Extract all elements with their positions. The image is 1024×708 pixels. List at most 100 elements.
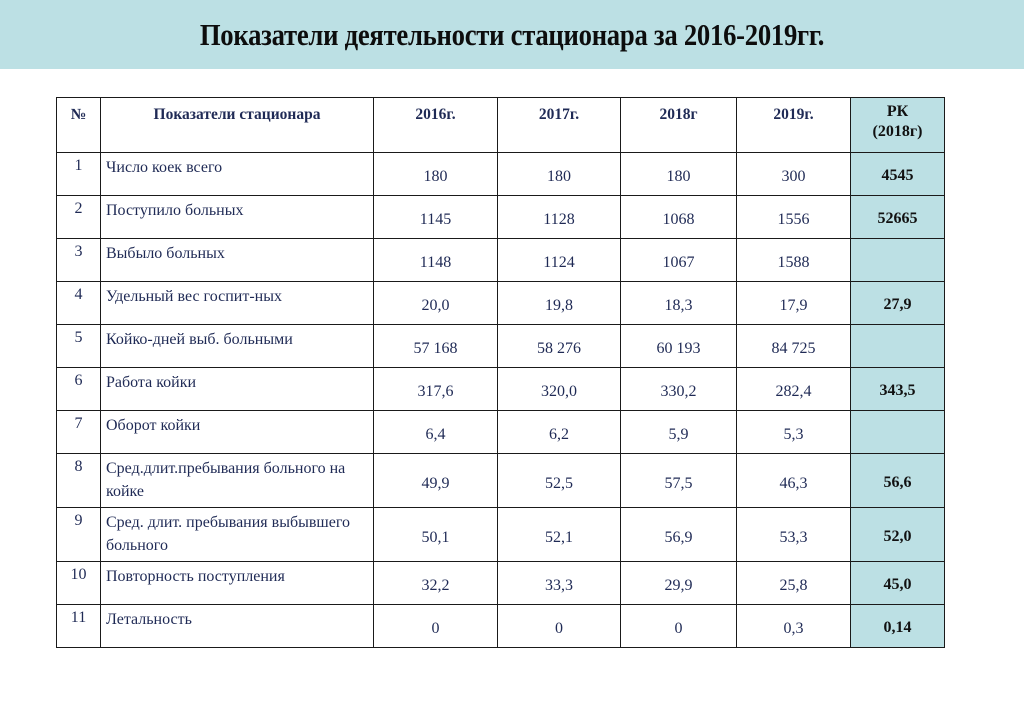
value-2019: 17,9	[736, 281, 851, 325]
header-2019: 2019г.	[736, 97, 851, 153]
value-2017: 6,2	[497, 410, 621, 454]
row-number: 1	[56, 152, 101, 196]
value-2017: 320,0	[497, 367, 621, 411]
indicator-name: Летальность	[100, 604, 374, 648]
value-2018: 29,9	[620, 561, 737, 605]
row-number: 9	[56, 507, 101, 562]
row-number: 4	[56, 281, 101, 325]
value-2016: 57 168	[373, 324, 498, 368]
value-2017: 180	[497, 152, 621, 196]
value-2018: 18,3	[620, 281, 737, 325]
value-2016: 1148	[373, 238, 498, 282]
row-number: 3	[56, 238, 101, 282]
value-2017: 52,1	[497, 507, 621, 562]
value-rk-2018	[850, 238, 945, 282]
value-2016: 317,6	[373, 367, 498, 411]
value-2019: 5,3	[736, 410, 851, 454]
value-2017: 0	[497, 604, 621, 648]
value-rk-2018	[850, 410, 945, 454]
table-header-row: № Показатели стационара 2016г. 2017г. 20…	[56, 97, 945, 153]
header-number: №	[56, 97, 101, 153]
value-rk-2018: 0,14	[850, 604, 945, 648]
header-rk-year: (2018г)	[872, 123, 923, 140]
indicator-name: Оборот койки	[100, 410, 374, 454]
value-2018: 1067	[620, 238, 737, 282]
value-2019: 1588	[736, 238, 851, 282]
header-rk-label: РК	[886, 103, 909, 120]
header-2017: 2017г.	[497, 97, 621, 153]
header-2016: 2016г.	[373, 97, 498, 153]
value-2019: 282,4	[736, 367, 851, 411]
value-2018: 57,5	[620, 453, 737, 508]
title-bar: Показатели деятельности стационара за 20…	[0, 0, 1024, 69]
row-number: 8	[56, 453, 101, 508]
header-indicator: Показатели стационара	[100, 97, 374, 153]
table-row: 9 Сред. длит. пребывания выбывшего больно…	[56, 507, 945, 562]
value-2016: 0	[373, 604, 498, 648]
table-row: 11 Летальность 0 0 0 0,3 0,14	[56, 604, 945, 648]
value-rk-2018	[850, 324, 945, 368]
value-2019: 53,3	[736, 507, 851, 562]
table-row: 5 Койко-дней выб. больными 57 168 58 276 60 …	[56, 324, 945, 368]
value-2016: 49,9	[373, 453, 498, 508]
table-row: 1 Число коек всего 180 180 180 300 4545	[56, 152, 945, 196]
value-rk-2018: 56,6	[850, 453, 945, 508]
table-row: 10 Повторность поступления 32,2 33,3 29,9 25,…	[56, 561, 945, 605]
indicator-name: Работа койки	[100, 367, 374, 411]
value-2018: 5,9	[620, 410, 737, 454]
value-2019: 0,3	[736, 604, 851, 648]
indicator-name: Поступило больных	[100, 195, 374, 239]
header-2018: 2018г	[620, 97, 737, 153]
value-rk-2018: 52,0	[850, 507, 945, 562]
indicator-name: Удельный вес госпит-ных	[100, 281, 374, 325]
page-title: Показатели деятельности стационара за 20…	[199, 16, 825, 52]
value-2016: 20,0	[373, 281, 498, 325]
indicator-name: Сред.длит.пребывания больного на койке	[100, 453, 374, 508]
row-number: 7	[56, 410, 101, 454]
value-2016: 50,1	[373, 507, 498, 562]
table-row: 2 Поступило больных 1145 1128 1068 1556 52665	[56, 195, 945, 239]
indicator-name: Сред. длит. пребывания выбывшего больног…	[100, 507, 374, 562]
value-2018: 330,2	[620, 367, 737, 411]
row-number: 10	[56, 561, 101, 605]
value-2017: 33,3	[497, 561, 621, 605]
row-number: 2	[56, 195, 101, 239]
value-2019: 84 725	[736, 324, 851, 368]
value-2019: 46,3	[736, 453, 851, 508]
value-2018: 180	[620, 152, 737, 196]
value-2017: 1128	[497, 195, 621, 239]
value-2016: 6,4	[373, 410, 498, 454]
value-rk-2018: 45,0	[850, 561, 945, 605]
indicator-name: Выбыло больных	[100, 238, 374, 282]
value-2017: 58 276	[497, 324, 621, 368]
header-rk: РК (2018г)	[850, 97, 945, 153]
row-number: 11	[56, 604, 101, 648]
table-row: 8 Сред.длит.пребывания больного на койке 4…	[56, 453, 945, 508]
row-number: 6	[56, 367, 101, 411]
value-2017: 1124	[497, 238, 621, 282]
value-2018: 1068	[620, 195, 737, 239]
table-row: 7 Оборот койки 6,4 6,2 5,9 5,3	[56, 410, 945, 454]
value-2018: 60 193	[620, 324, 737, 368]
table-row: 6 Работа койки 317,6 320,0 330,2 282,4 343,5	[56, 367, 945, 411]
value-2016: 180	[373, 152, 498, 196]
value-2016: 32,2	[373, 561, 498, 605]
value-2017: 19,8	[497, 281, 621, 325]
value-2018: 0	[620, 604, 737, 648]
value-2016: 1145	[373, 195, 498, 239]
hospital-indicators-table: № Показатели стационара 2016г. 2017г. 20…	[56, 97, 945, 648]
value-2019: 25,8	[736, 561, 851, 605]
indicator-name: Повторность поступления	[100, 561, 374, 605]
table-row: 4 Удельный вес госпит-ных 20,0 19,8 18,3 17,9…	[56, 281, 945, 325]
value-2019: 300	[736, 152, 851, 196]
value-2019: 1556	[736, 195, 851, 239]
table-row: 3 Выбыло больных 1148 1124 1067 1588	[56, 238, 945, 282]
value-rk-2018: 343,5	[850, 367, 945, 411]
row-number: 5	[56, 324, 101, 368]
value-rk-2018: 52665	[850, 195, 945, 239]
indicator-name: Койко-дней выб. больными	[100, 324, 374, 368]
value-2018: 56,9	[620, 507, 737, 562]
value-rk-2018: 4545	[850, 152, 945, 196]
value-2017: 52,5	[497, 453, 621, 508]
indicator-name: Число коек всего	[100, 152, 374, 196]
